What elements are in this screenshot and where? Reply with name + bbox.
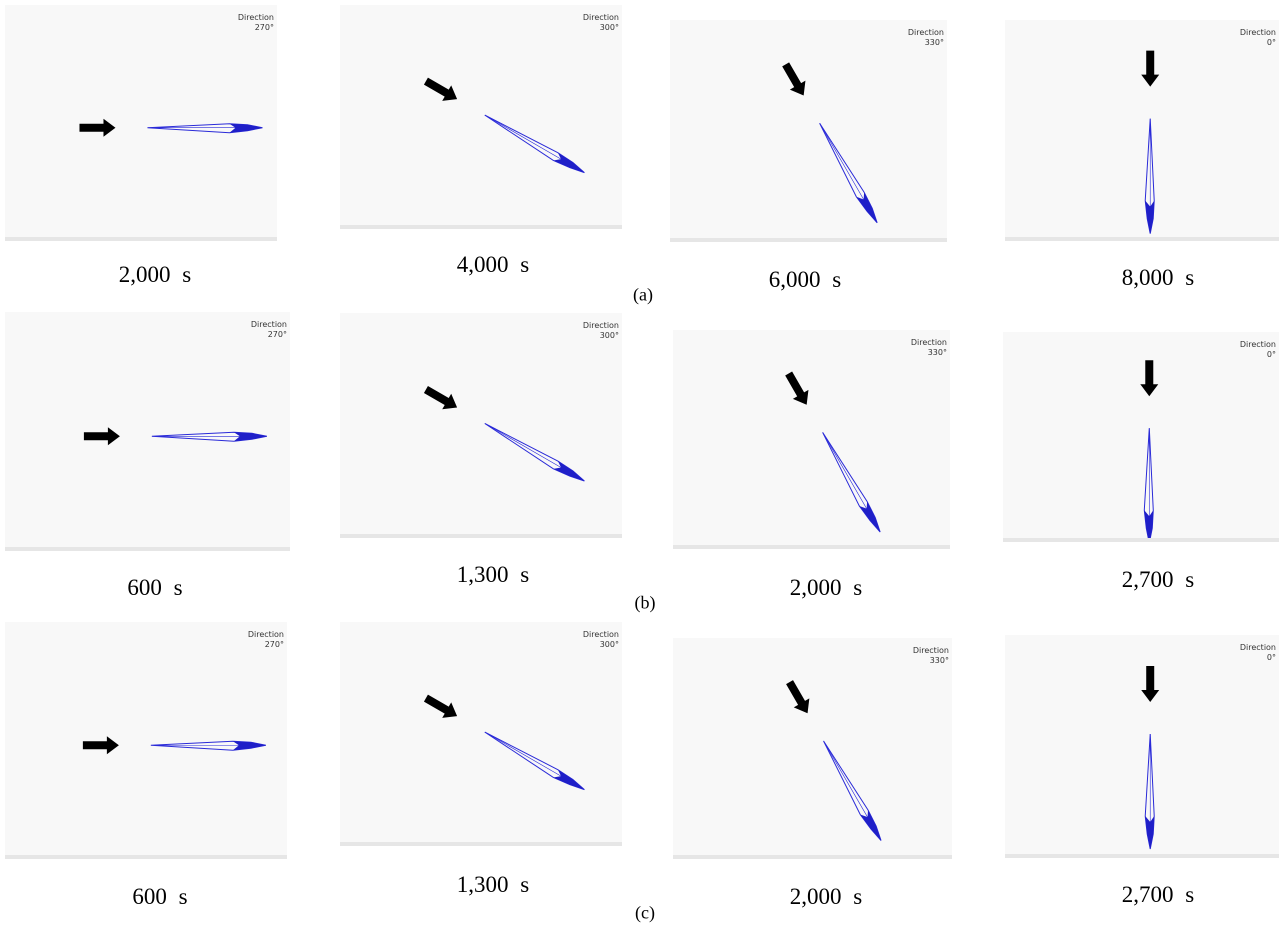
vessel (1145, 119, 1154, 234)
time-label: 1,300 s (457, 562, 529, 588)
panel-drawing (5, 5, 277, 237)
vessel-line (824, 741, 874, 828)
flow-arrow (421, 690, 461, 724)
vessel (818, 430, 883, 534)
figure: (a) Direction270° 2,000 s Direction300° 4,00… (0, 0, 1282, 926)
arrow-shape (421, 690, 461, 724)
vessel (482, 112, 586, 177)
vessel-line (485, 424, 572, 474)
flow-arrow (1141, 666, 1159, 702)
panel-drawing (670, 20, 947, 238)
vessel (1144, 428, 1153, 538)
panel-drawing (340, 313, 622, 534)
panel-drawing (1003, 332, 1279, 538)
time-label: 2,700 s (1122, 882, 1194, 908)
time-label: 4,000 s (457, 252, 529, 278)
time-label: 8,000 s (1122, 265, 1194, 291)
arrow-shape (1140, 360, 1158, 396)
simulation-panel: Direction0° (1005, 635, 1279, 858)
arrow-shape (84, 427, 120, 445)
panel-drawing (340, 5, 622, 225)
panel-drawing (1005, 20, 1279, 237)
arrow-shape (778, 60, 812, 100)
vessel (147, 124, 262, 133)
vessel-line (485, 732, 572, 782)
flow-arrow (421, 73, 461, 107)
row-label: (a) (633, 285, 653, 306)
vessel-stern (859, 501, 883, 534)
flow-arrow (83, 736, 119, 754)
vessel-stern (553, 770, 586, 794)
time-label: 2,700 s (1122, 567, 1194, 593)
vessel (482, 729, 586, 794)
time-label: 1,300 s (457, 872, 529, 898)
panel-drawing (673, 638, 952, 855)
time-label: 600 s (127, 575, 182, 601)
vessel-stern (856, 192, 880, 225)
vessel-line (485, 115, 572, 165)
simulation-panel: Direction300° (340, 622, 622, 846)
vessel-stern (860, 810, 884, 843)
arrow-shape (782, 678, 816, 718)
arrow-shape (79, 119, 115, 137)
time-label: 600 s (132, 884, 187, 910)
flow-arrow (778, 60, 812, 100)
arrow-shape (781, 369, 815, 409)
flow-arrow (84, 427, 120, 445)
flow-arrow (1141, 51, 1159, 87)
simulation-panel: Direction270° (5, 622, 287, 859)
arrow-shape (1141, 666, 1159, 702)
row-label: (b) (635, 593, 656, 614)
vessel-line (823, 432, 873, 519)
time-label: 6,000 s (769, 267, 841, 293)
vessel-line (820, 123, 870, 210)
flow-arrow (421, 382, 461, 416)
flow-arrow (79, 119, 115, 137)
vessel (819, 739, 884, 843)
vessel (482, 420, 586, 485)
time-label: 2,000 s (790, 575, 862, 601)
vessel-stern (553, 153, 586, 177)
arrow-shape (421, 73, 461, 107)
panel-drawing (1005, 635, 1279, 854)
vessel (815, 121, 880, 225)
time-label: 2,000 s (790, 884, 862, 910)
arrow-shape (1141, 51, 1159, 87)
vessel-stern (553, 461, 586, 485)
panel-drawing (5, 622, 287, 855)
panel-drawing (340, 622, 622, 842)
flow-arrow (781, 369, 815, 409)
arrow-shape (83, 736, 119, 754)
vessel (151, 741, 266, 750)
row-label: (c) (635, 903, 655, 924)
flow-arrow (1140, 360, 1158, 396)
arrow-shape (421, 382, 461, 416)
panel-drawing (673, 330, 950, 545)
simulation-panel: Direction270° (5, 5, 277, 241)
panel-drawing (5, 312, 290, 547)
flow-arrow (782, 678, 816, 718)
vessel (152, 432, 267, 441)
vessel (1145, 734, 1154, 849)
time-label: 2,000 s (119, 262, 191, 288)
